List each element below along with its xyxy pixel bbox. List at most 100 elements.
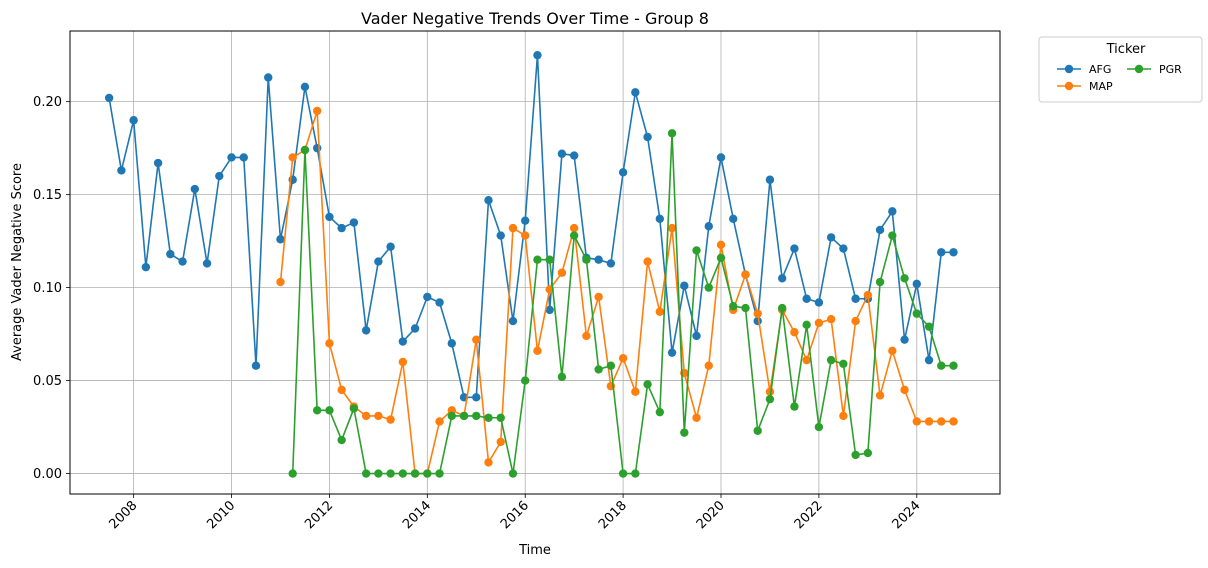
x-tick-label: 2016 xyxy=(498,498,532,532)
series-layer xyxy=(104,50,958,478)
data-point-pgr xyxy=(472,411,481,421)
data-point-map xyxy=(557,268,567,277)
data-point-map xyxy=(912,417,921,426)
data-point-pgr xyxy=(888,231,897,240)
legend-swatch-marker xyxy=(1064,64,1074,74)
legend-swatch-marker xyxy=(1064,81,1074,91)
data-point-map xyxy=(361,411,371,421)
legend: Ticker AFG MAP PGR xyxy=(1038,36,1203,103)
data-point-afg xyxy=(435,298,444,307)
data-point-afg xyxy=(802,294,811,303)
data-point-afg xyxy=(618,168,628,177)
data-point-map xyxy=(753,309,762,318)
x-tick-label: 2010 xyxy=(204,498,238,532)
data-point-pgr xyxy=(765,394,775,404)
data-point-map xyxy=(655,307,665,316)
data-point-map xyxy=(276,277,285,287)
data-point-pgr xyxy=(704,283,713,292)
data-point-map xyxy=(337,385,346,395)
x-tick-label: 2020 xyxy=(694,498,728,532)
data-point-pgr xyxy=(594,365,603,374)
data-point-afg xyxy=(569,151,579,160)
data-point-map xyxy=(692,413,701,422)
data-point-map xyxy=(374,411,383,421)
data-point-afg xyxy=(949,248,958,257)
x-tick-label: 2014 xyxy=(400,498,434,532)
data-point-pgr xyxy=(435,469,444,478)
data-point-afg xyxy=(667,348,677,357)
data-point-afg xyxy=(374,257,383,266)
y-tick-label: 0.10 xyxy=(33,281,62,296)
data-point-pgr xyxy=(533,255,542,264)
legend-item-map: MAP xyxy=(1057,80,1113,93)
data-point-pgr xyxy=(716,253,726,263)
data-point-afg xyxy=(447,339,456,348)
legend-label: PGR xyxy=(1159,63,1182,76)
data-point-afg xyxy=(349,218,359,227)
data-point-afg xyxy=(410,324,420,333)
data-point-pgr xyxy=(937,361,946,370)
data-point-pgr xyxy=(288,469,297,478)
data-point-pgr xyxy=(851,450,860,460)
data-point-pgr xyxy=(459,411,469,421)
data-point-afg xyxy=(521,216,530,225)
data-point-pgr xyxy=(349,404,359,413)
data-point-pgr xyxy=(423,469,432,478)
data-point-map xyxy=(325,339,334,348)
data-point-map xyxy=(814,318,824,328)
data-point-pgr xyxy=(386,469,395,478)
data-point-map xyxy=(618,354,628,363)
data-point-pgr xyxy=(300,145,310,155)
data-point-afg xyxy=(178,257,187,266)
data-point-afg xyxy=(729,214,738,224)
data-point-afg xyxy=(765,175,775,184)
data-point-map xyxy=(472,335,481,344)
data-point-map xyxy=(826,315,836,324)
data-point-afg xyxy=(631,88,640,97)
data-point-pgr xyxy=(312,406,322,415)
data-point-pgr xyxy=(790,402,799,411)
data-point-pgr xyxy=(655,407,665,417)
y-tick-label: 0.15 xyxy=(33,188,62,203)
x-tick-label: 2008 xyxy=(106,498,140,532)
data-point-map xyxy=(435,417,444,426)
data-point-map xyxy=(888,346,897,356)
data-point-pgr xyxy=(521,376,530,385)
data-point-afg xyxy=(337,223,346,233)
data-point-afg xyxy=(141,262,151,272)
legend-label: AFG xyxy=(1089,63,1111,76)
data-point-afg xyxy=(606,259,616,268)
data-point-pgr xyxy=(900,274,909,283)
data-point-map xyxy=(667,223,677,233)
data-point-pgr xyxy=(545,255,554,264)
data-point-map xyxy=(521,231,530,240)
plot-frame xyxy=(69,30,1001,495)
legend-swatch-marker xyxy=(1134,64,1144,74)
data-point-pgr xyxy=(741,303,750,313)
data-point-map xyxy=(288,153,297,162)
data-point-pgr xyxy=(398,469,408,478)
data-point-pgr xyxy=(777,303,787,313)
data-point-map xyxy=(851,316,860,326)
data-point-afg xyxy=(129,116,138,125)
data-point-map xyxy=(716,240,726,250)
data-point-pgr xyxy=(410,469,420,478)
data-point-pgr xyxy=(949,361,958,370)
data-point-afg xyxy=(655,214,665,224)
data-point-map xyxy=(508,223,518,233)
data-point-afg xyxy=(814,298,824,307)
data-point-afg xyxy=(912,279,921,289)
data-point-map xyxy=(533,346,542,356)
series-afg xyxy=(104,50,958,402)
chart-title: Vader Negative Trends Over Time - Group … xyxy=(361,9,709,28)
data-point-afg xyxy=(300,82,310,91)
data-point-pgr xyxy=(606,361,616,370)
data-point-pgr xyxy=(802,320,811,329)
data-point-afg xyxy=(104,93,114,103)
data-point-pgr xyxy=(496,413,505,422)
data-point-afg xyxy=(851,294,860,303)
data-point-afg xyxy=(937,248,946,257)
data-point-afg xyxy=(594,255,603,264)
series-line-afg xyxy=(108,54,954,399)
